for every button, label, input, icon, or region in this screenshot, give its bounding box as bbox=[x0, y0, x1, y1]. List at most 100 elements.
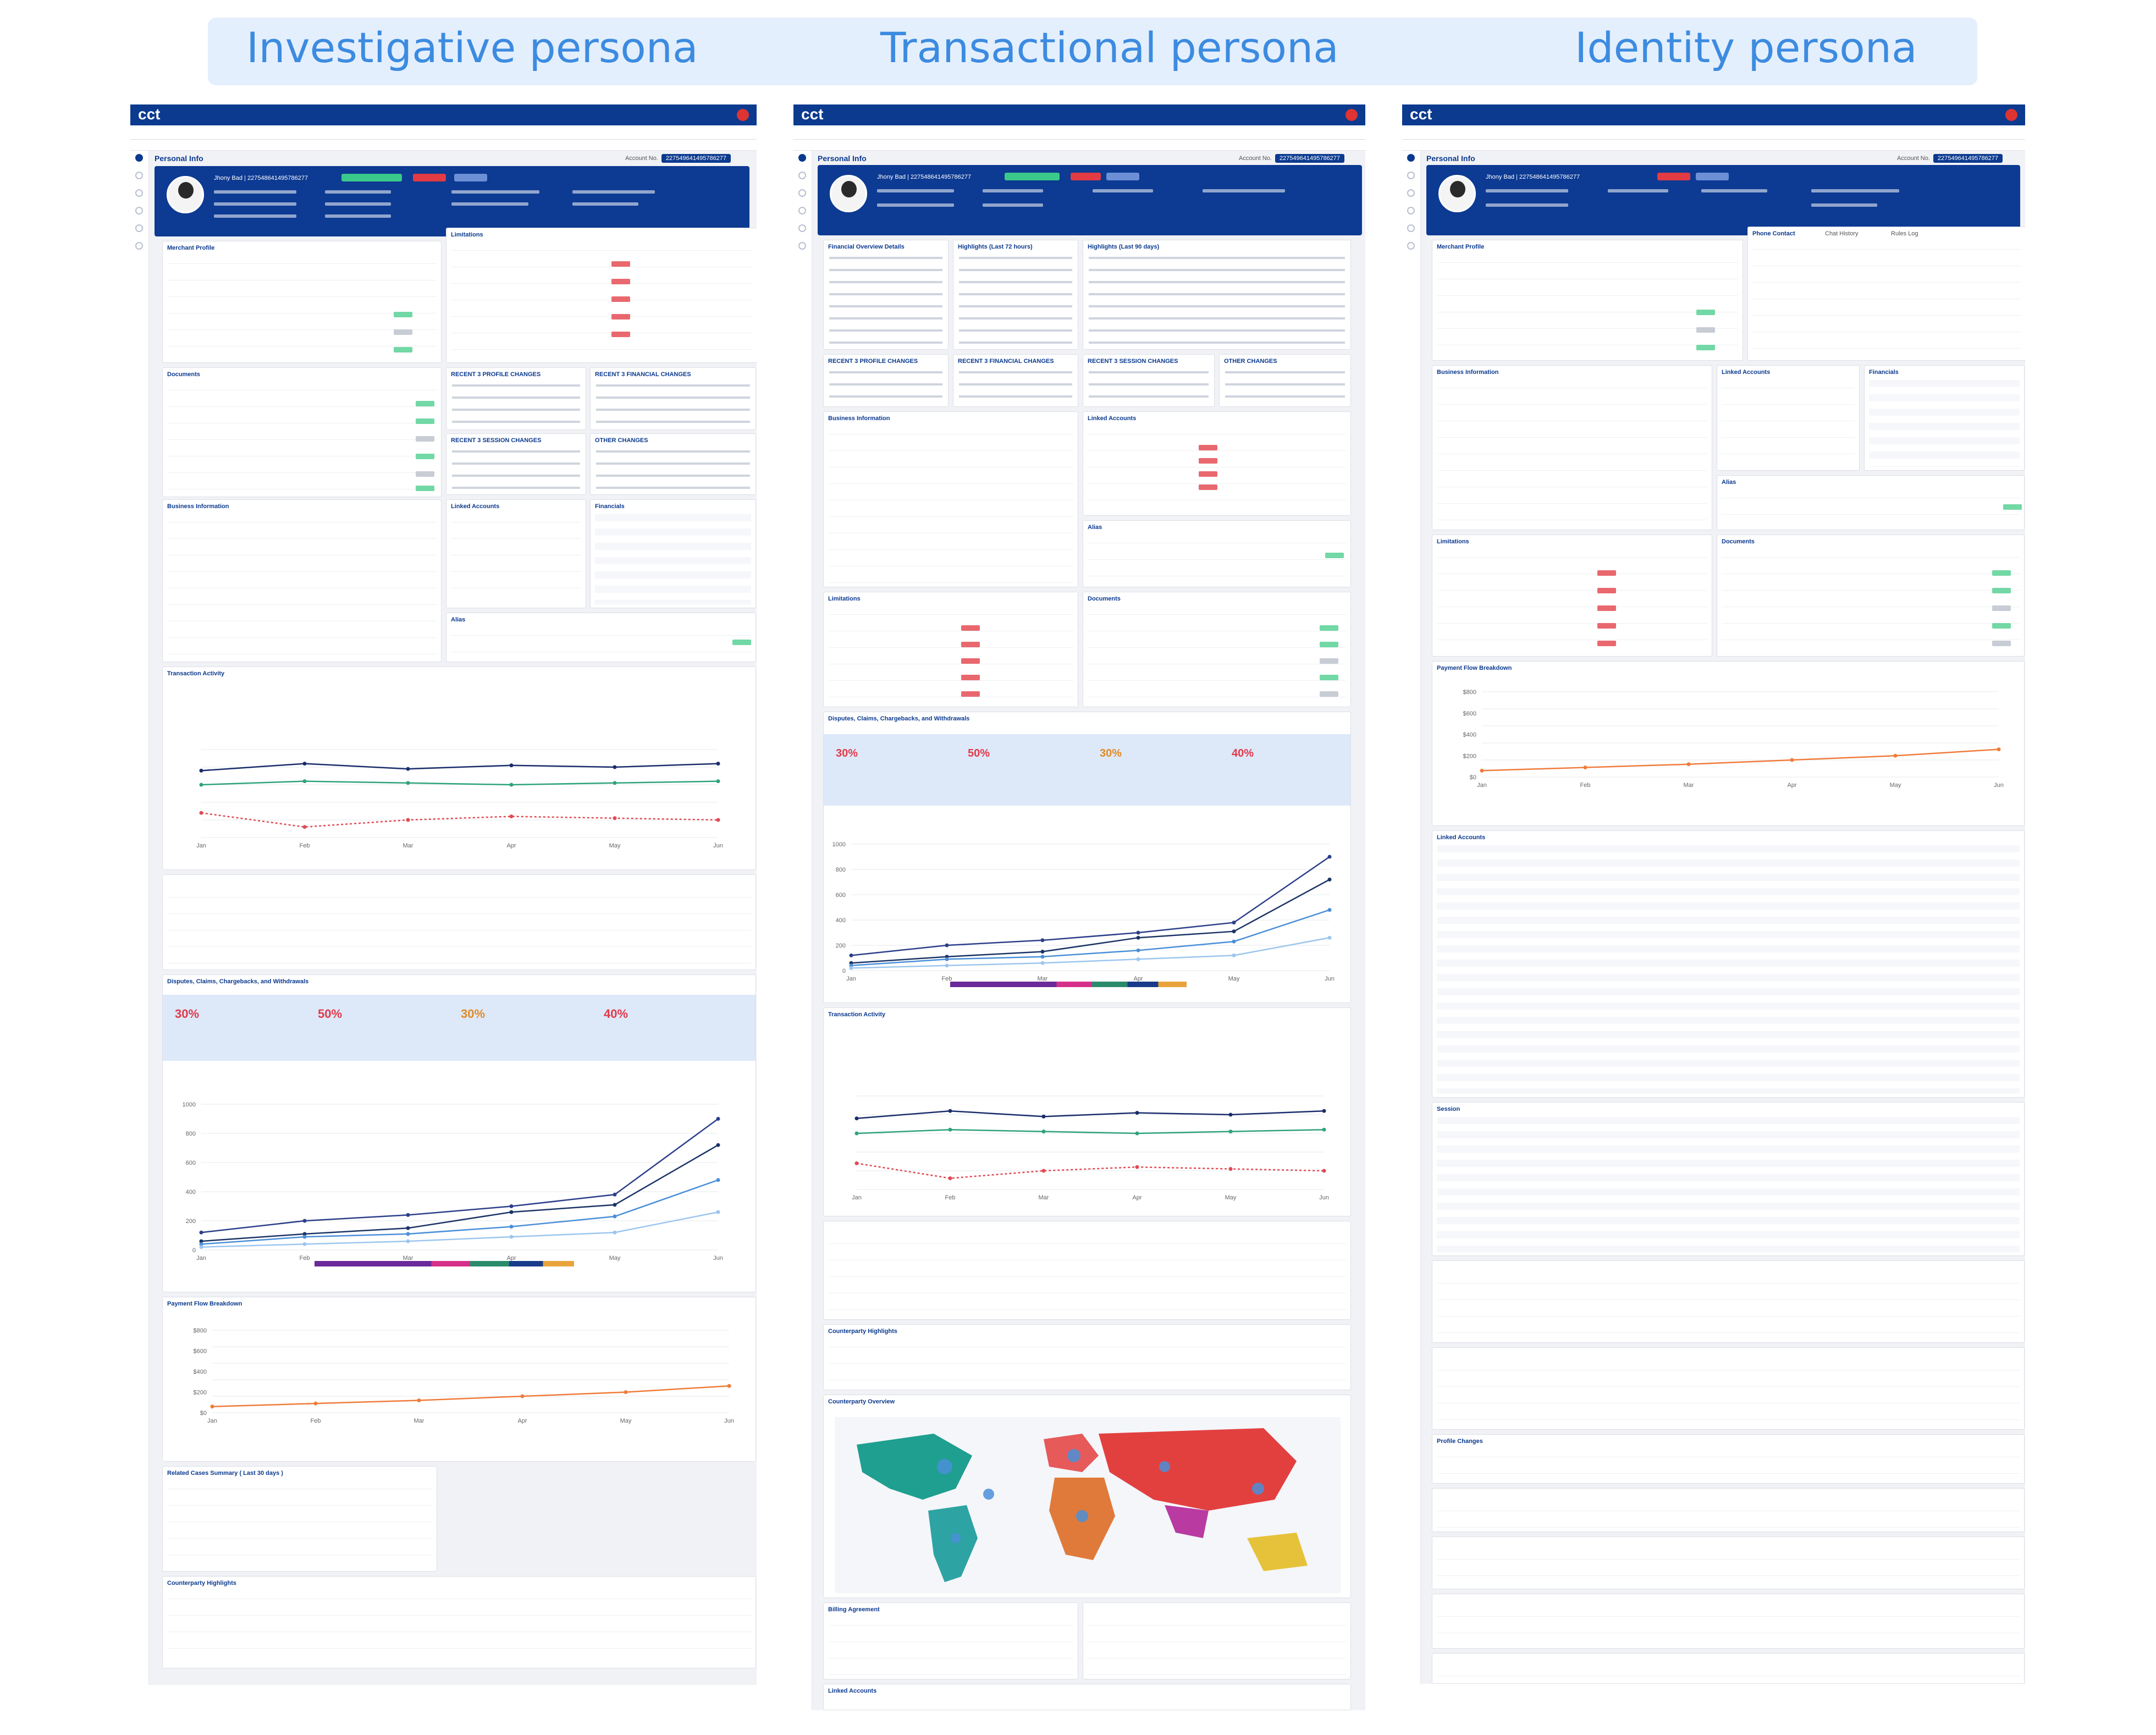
x-tick-label: Jan bbox=[846, 976, 856, 982]
data-point bbox=[716, 779, 720, 784]
y-tick-label: 1000 bbox=[183, 1101, 196, 1108]
case-tabs[interactable] bbox=[130, 140, 757, 151]
ip-card bbox=[1432, 1260, 2025, 1343]
financial-overview-card: Financial Overview Details bbox=[823, 240, 949, 350]
documents-card: Documents bbox=[162, 367, 442, 497]
data-point bbox=[1040, 950, 1045, 954]
contact-history-card: Phone Contact Chat History Rules Log bbox=[1747, 227, 2025, 361]
mid-card bbox=[1432, 1347, 2025, 1430]
data-point bbox=[716, 1210, 720, 1214]
page-title: Personal Info bbox=[1426, 154, 1475, 163]
data-point bbox=[1232, 953, 1236, 957]
user-avatar[interactable] bbox=[1346, 109, 1358, 121]
x-tick-label: Jun bbox=[1319, 1194, 1329, 1201]
x-tick-label: Jan bbox=[852, 1194, 862, 1201]
status-tag bbox=[394, 329, 412, 335]
side-navigation bbox=[1402, 151, 1421, 1684]
nav-icon[interactable] bbox=[135, 172, 143, 179]
nav-icon[interactable] bbox=[135, 242, 143, 250]
data-point bbox=[1997, 747, 2001, 752]
data-point bbox=[1893, 753, 1898, 758]
highlights-72h-card: Highlights (Last 72 hours) bbox=[953, 240, 1078, 350]
x-tick-label: May bbox=[1890, 782, 1901, 789]
y-tick-label: 1000 bbox=[832, 841, 846, 848]
y-tick-label: $0 bbox=[1470, 774, 1476, 781]
data-point bbox=[1228, 1112, 1233, 1117]
data-point bbox=[509, 814, 514, 819]
profile-changes-card: Profile Changes bbox=[1432, 1434, 2025, 1484]
related-cases-card bbox=[1083, 1602, 1351, 1679]
data-point bbox=[854, 1131, 859, 1136]
data-point bbox=[945, 943, 949, 948]
y-tick-label: $600 bbox=[194, 1348, 207, 1355]
top-nav-bar: cct bbox=[793, 104, 1365, 125]
customer-header: Jhony Bad | 227548641495786277 bbox=[818, 165, 1362, 235]
data-point bbox=[849, 953, 853, 957]
data-point bbox=[1136, 948, 1140, 952]
phone-changes-card bbox=[1432, 1594, 2025, 1649]
documents-card: Documents bbox=[1083, 592, 1351, 707]
session-card: Session bbox=[1432, 1102, 2025, 1256]
nav-personal-icon[interactable] bbox=[135, 154, 143, 162]
data-point bbox=[1322, 1169, 1326, 1173]
x-tick-label: Jan bbox=[196, 1255, 206, 1262]
series-line bbox=[856, 1110, 1325, 1120]
series-line bbox=[201, 1179, 719, 1245]
side-navigation bbox=[793, 151, 812, 1710]
data-point bbox=[1228, 1130, 1233, 1134]
other-changes-card: OTHER CHANGES bbox=[1219, 354, 1351, 407]
persona-banner: Investigative persona Transactional pers… bbox=[208, 18, 1977, 85]
user-avatar[interactable] bbox=[737, 109, 749, 121]
x-tick-label: Feb bbox=[1580, 782, 1591, 789]
y-tick-label: $0 bbox=[200, 1410, 207, 1417]
world-map bbox=[835, 1417, 1341, 1593]
data-point bbox=[199, 783, 203, 787]
limitations-card: Limitations bbox=[446, 228, 757, 363]
x-tick-label: Apr bbox=[1132, 1194, 1142, 1201]
app-logo: cct bbox=[801, 106, 824, 123]
data-point bbox=[613, 1230, 617, 1235]
disputes-chart: Jan Feb Mar Apr May Jun 0 200 400 600 800 1000 bbox=[183, 1101, 723, 1262]
nav-icon[interactable] bbox=[135, 189, 143, 197]
limitations-card: Limitations bbox=[1432, 535, 1712, 657]
case-tabs[interactable] bbox=[793, 140, 1365, 151]
y-tick-label: 400 bbox=[836, 917, 846, 924]
data-point bbox=[199, 1239, 203, 1243]
documents-card: Documents bbox=[1717, 535, 2025, 657]
linked-accounts-card: Linked Accounts bbox=[446, 499, 586, 608]
x-tick-label: Mar bbox=[414, 1418, 424, 1424]
data-point bbox=[302, 779, 307, 784]
split-by-type-bar bbox=[315, 1261, 574, 1266]
nav-icon[interactable] bbox=[135, 207, 143, 214]
x-tick-label: Feb bbox=[942, 976, 952, 982]
data-point bbox=[849, 966, 853, 970]
y-tick-label: $200 bbox=[194, 1390, 207, 1396]
user-avatar[interactable] bbox=[2005, 109, 2017, 121]
data-point bbox=[1327, 877, 1332, 882]
recent-financial-changes-card: RECENT 3 FINANCIAL CHANGES bbox=[953, 354, 1078, 407]
highlights-90d-card: Highlights (Last 90 days) bbox=[1083, 240, 1351, 350]
case-tabs[interactable] bbox=[1402, 140, 2025, 151]
persona-title-identity: Identity persona bbox=[1575, 23, 1917, 72]
data-point bbox=[1136, 957, 1140, 961]
y-tick-label: 0 bbox=[192, 1247, 196, 1254]
data-point bbox=[406, 818, 410, 822]
other-changes-card: OTHER CHANGES bbox=[590, 433, 756, 495]
x-tick-label: Apr bbox=[506, 842, 516, 849]
status-tag bbox=[394, 312, 412, 317]
data-point bbox=[1040, 938, 1045, 943]
y-tick-label: $200 bbox=[1463, 753, 1476, 759]
transaction-activity-chart: Jan Feb Mar Apr May Jun bbox=[852, 1095, 1329, 1201]
counterparty-overview-card: Counterparty Overview bbox=[823, 1395, 1351, 1598]
data-point bbox=[854, 1161, 859, 1165]
case-summary-bar bbox=[793, 125, 1365, 140]
nav-icon[interactable] bbox=[135, 224, 143, 232]
y-tick-label: 800 bbox=[186, 1131, 196, 1137]
page-title: Personal Info bbox=[818, 154, 867, 163]
y-tick-label: $600 bbox=[1463, 710, 1476, 717]
limitations-card: Limitations bbox=[823, 592, 1078, 707]
data-point bbox=[1041, 1169, 1046, 1173]
business-information-card: Business Information bbox=[1432, 365, 1712, 530]
data-point bbox=[302, 825, 307, 829]
x-tick-label: Feb bbox=[945, 1194, 956, 1201]
